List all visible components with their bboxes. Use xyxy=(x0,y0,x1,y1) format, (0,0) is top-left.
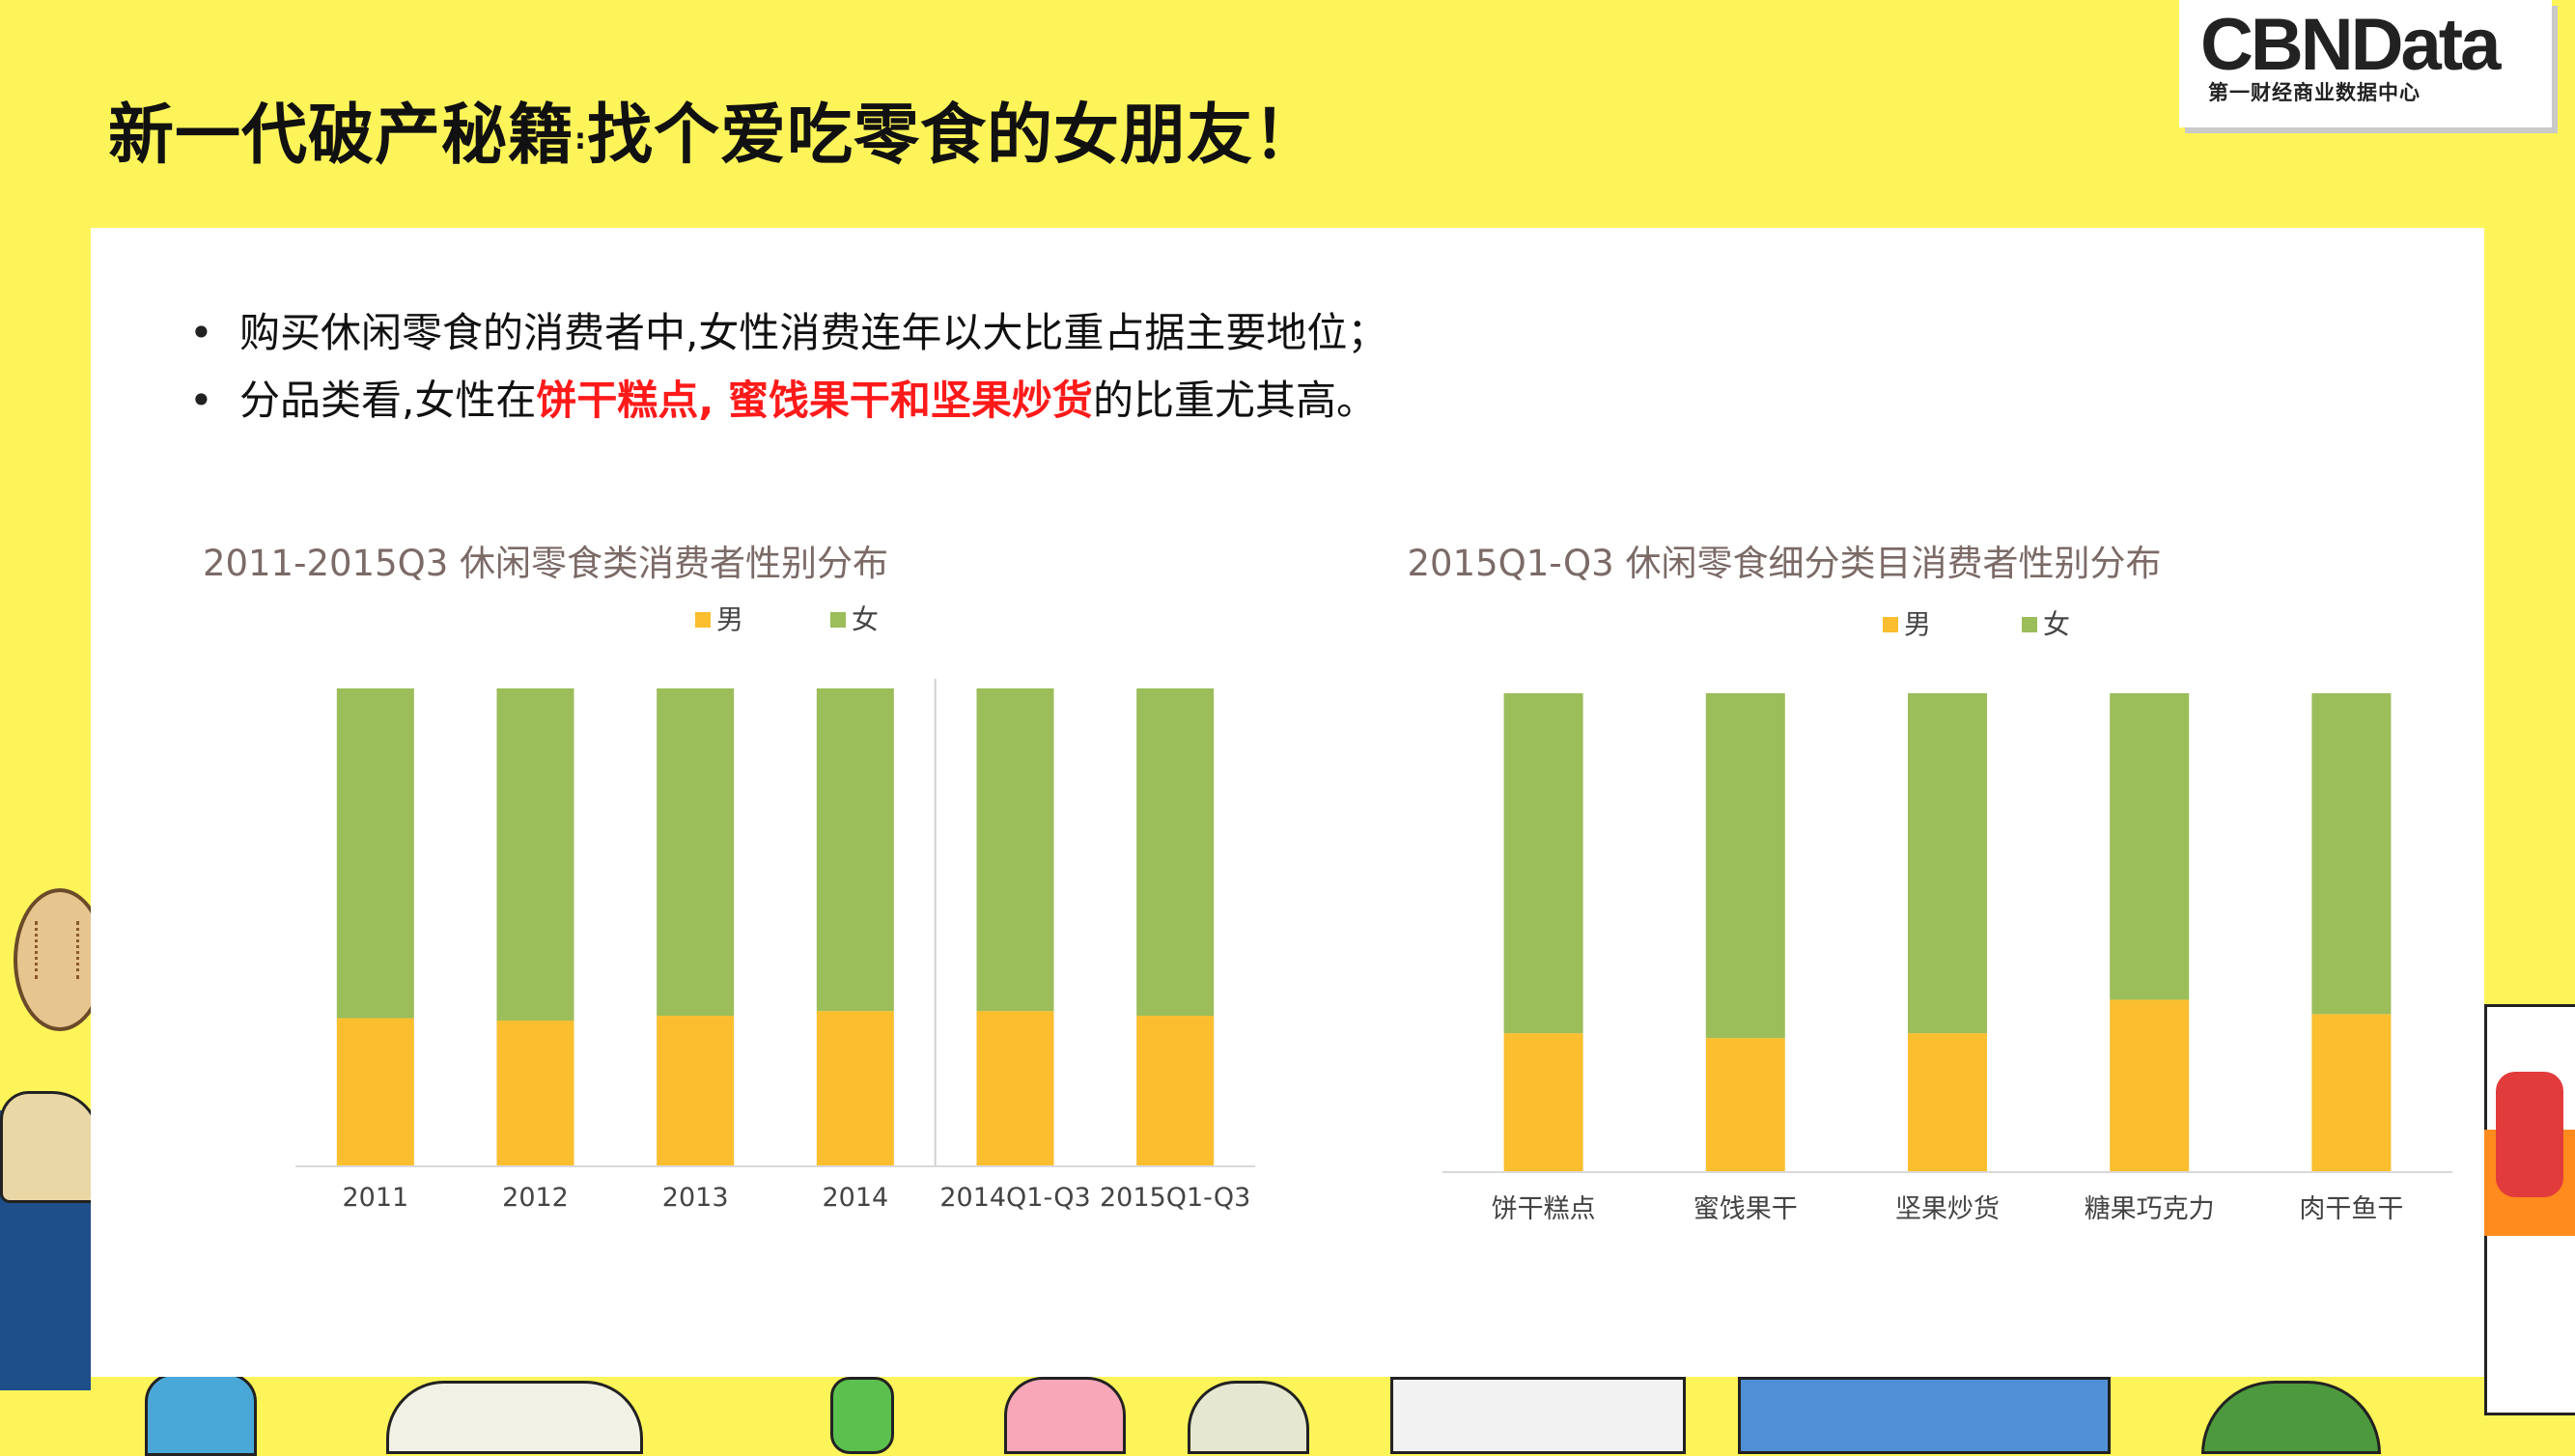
x-tick-label: 坚果炒货 xyxy=(1895,1194,2000,1224)
bullet-item: 购买休闲零食的消费者中,女性消费连年以大比重占据主要地位； xyxy=(189,299,1387,367)
bar-male xyxy=(2110,999,2190,1172)
bar-male xyxy=(976,1011,1054,1166)
bar-female xyxy=(657,688,735,1017)
bullet-text: 购买休闲零食的消费者中,女性消费连年以大比重占据主要地位； xyxy=(239,309,1388,356)
bullet-list: 购买休闲零食的消费者中,女性消费连年以大比重占据主要地位； 分品类看,女性在饼干… xyxy=(189,299,1387,434)
snack-doodle xyxy=(830,1377,894,1454)
snack-box-doodle xyxy=(1738,1377,2111,1454)
cbndata-logo: CBNData 第一财经商业数据中心 xyxy=(2179,0,2552,127)
x-tick-label: 2012 xyxy=(502,1183,569,1213)
bar-female xyxy=(336,688,414,1019)
gender-by-year-chart: 2011-2015Q3 休闲零食类消费者性别分布男 女 2011 2012 2013 20… xyxy=(193,537,1284,1213)
legend-swatch-male xyxy=(695,612,711,628)
x-tick-label: 2013 xyxy=(662,1183,729,1213)
bar-male xyxy=(1908,1033,1987,1172)
snack-doodle xyxy=(2201,1381,2381,1454)
gender-by-category-chart: 2015Q1-Q3 休闲零食细分类目消费者性别分布男 女饼干糕点 蜜饯果干 坚果炒货 糖… xyxy=(1381,537,2472,1224)
x-tick-label: 2014 xyxy=(822,1183,888,1213)
chart-title: 2015Q1-Q3 休闲零食细分类目消费者性别分布 xyxy=(1408,543,2162,584)
logo-brand: CBNData xyxy=(2200,4,2501,86)
bar-male xyxy=(336,1018,414,1166)
bar-male xyxy=(1503,1033,1583,1172)
snack-doodle xyxy=(145,1373,257,1456)
snack-doodle xyxy=(1004,1377,1126,1454)
bullet-item: 分品类看,女性在饼干糕点, 蜜饯果干和坚果炒货的比重尤其高。 xyxy=(189,367,1387,434)
x-tick-label: 蜜饯果干 xyxy=(1693,1194,1798,1224)
cup-noodle-doodle xyxy=(386,1381,643,1454)
bar-male xyxy=(1136,1016,1215,1166)
bar-female xyxy=(1503,693,1583,1034)
x-tick-label: 2014Q1-Q3 xyxy=(939,1183,1090,1213)
page-title: 新一代破产秘籍:找个爱吃零食的女朋友！ xyxy=(108,81,1320,177)
x-tick-label: 饼干糕点 xyxy=(1492,1194,1596,1224)
page-title-part1: 新一代破产秘籍 xyxy=(108,98,575,174)
x-tick-label: 2015Q1-Q3 xyxy=(1100,1183,1250,1213)
page-title-part2: 找个爱吃零食的女朋友！ xyxy=(587,98,1321,174)
x-tick-label: 2011 xyxy=(342,1183,408,1213)
bar-male xyxy=(657,1016,735,1166)
bar-female xyxy=(2311,693,2392,1015)
bar-male xyxy=(1705,1038,1785,1172)
bullet-highlight: 饼干糕点, 蜜饯果干和坚果炒货 xyxy=(536,377,1093,424)
chart-title: 2011-2015Q3 休闲零食类消费者性别分布 xyxy=(203,543,888,584)
ice-cream-top-illustration xyxy=(0,1091,100,1203)
page-title-separator: : xyxy=(574,122,588,156)
bar-female xyxy=(1705,693,1785,1039)
snack-doodle xyxy=(1188,1381,1309,1454)
content-panel: 购买休闲零食的消费者中,女性消费连年以大比重占据主要地位； 分品类看,女性在饼干… xyxy=(91,228,2484,1377)
bar-female xyxy=(1908,693,1987,1034)
bar-female xyxy=(816,688,894,1012)
legend-label: 女 xyxy=(2043,608,2070,640)
x-tick-label: 肉干鱼干 xyxy=(2299,1194,2403,1224)
bar-female xyxy=(2110,693,2190,1000)
bar-female xyxy=(496,688,574,1022)
legend-swatch-female xyxy=(2022,617,2037,632)
bar-female xyxy=(1136,688,1215,1017)
bullet-text: 的比重尤其高。 xyxy=(1092,377,1377,424)
strawberry-illustration xyxy=(2496,1072,2563,1197)
bar-female xyxy=(976,688,1054,1012)
legend-swatch-female xyxy=(830,612,846,628)
legend-label: 女 xyxy=(852,603,879,635)
bullet-text: 分品类看,女性在 xyxy=(239,377,537,424)
legend-swatch-male xyxy=(1883,617,1898,632)
legend-label: 男 xyxy=(1904,608,1931,640)
bar-male xyxy=(2311,1014,2392,1172)
x-tick-label: 糖果巧克力 xyxy=(2085,1194,2215,1224)
bar-male xyxy=(496,1021,574,1166)
chip-bag-doodle xyxy=(1390,1377,1686,1454)
bar-male xyxy=(816,1011,894,1166)
legend-label: 男 xyxy=(716,603,743,635)
logo-subtitle: 第一财经商业数据中心 xyxy=(2208,81,2421,104)
